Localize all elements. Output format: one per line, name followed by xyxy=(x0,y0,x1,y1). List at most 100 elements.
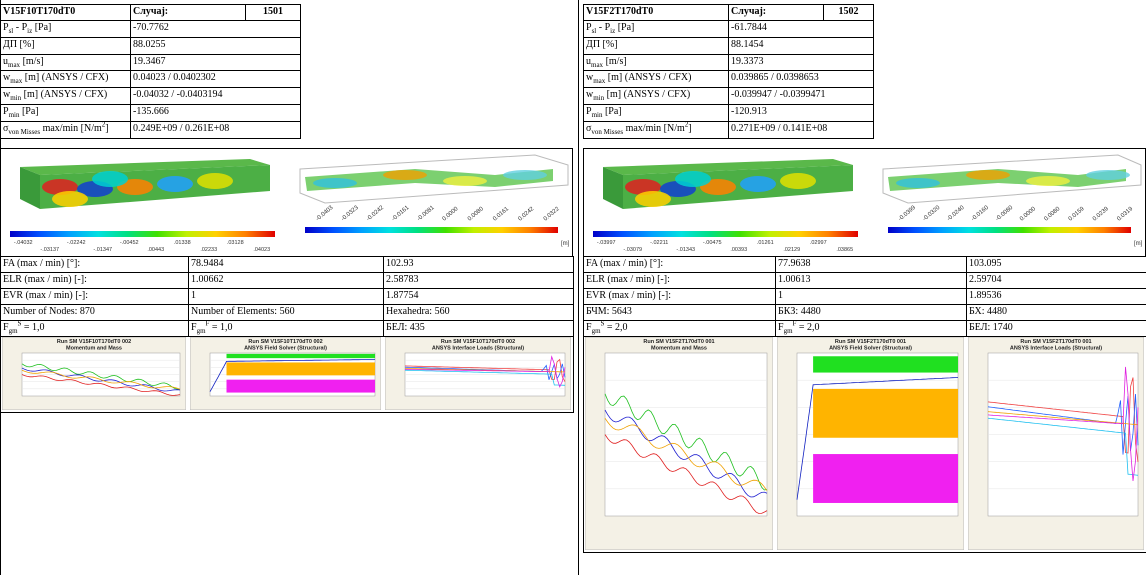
text-segment: - P xyxy=(596,22,611,33)
contour-blob xyxy=(1026,176,1070,186)
text-segment: [Pa] xyxy=(19,106,39,117)
text-segment: sl xyxy=(591,27,597,35)
text-segment: F xyxy=(778,322,784,333)
chart-subtitle: ANSYS Field Solver (Structural) xyxy=(244,346,327,352)
summary-cell: 102.93 xyxy=(383,256,574,273)
text-segment: [m/s] xyxy=(603,55,627,67)
summary-cell: БЧМ: 5643 xyxy=(583,304,776,321)
chart-title: Run SM V15F10T170dT0 002 xyxy=(441,339,515,345)
summary-cell: 1 xyxy=(188,288,384,305)
wireframe xyxy=(299,154,569,204)
summary-cell: 1.00613 xyxy=(775,272,967,289)
plot-curve xyxy=(21,369,181,390)
param-label: σvon Misses max/min [N/m2] xyxy=(0,120,131,139)
color-scale xyxy=(593,231,858,237)
contour-blob xyxy=(157,176,193,192)
param-value: -70.7762 xyxy=(130,20,301,38)
beam-front xyxy=(20,167,40,209)
contour-image: -.04032 -.03137 -.02242 -.01347 -.00452 .0044… xyxy=(10,159,275,253)
summary-cell: 1.89536 xyxy=(966,288,1146,305)
scale-label: .02997 xyxy=(810,240,827,246)
text-segment: gm xyxy=(591,327,601,335)
text-segment: [Pa] xyxy=(32,22,52,33)
summary-cell: FgmS = 1,0 xyxy=(0,320,189,337)
summary-cell: 2.58783 xyxy=(383,272,574,289)
summary-cell: FA (max / min) [°]: xyxy=(0,256,189,273)
contour-blob xyxy=(503,170,547,180)
summary-cell: ELR (max / min) [-]: xyxy=(0,272,189,289)
param-label: wmax [m] (ANSYS / CFX) xyxy=(0,70,131,89)
param-value: 0.04023 / 0.0402302 xyxy=(130,70,301,89)
contour-blob xyxy=(780,173,816,189)
beam-top xyxy=(20,159,270,175)
chart-title: Run SM V15F10T170dT0 002 xyxy=(57,339,131,345)
text-segment: F xyxy=(792,320,797,328)
param-label: Psl - Piz [Pa] xyxy=(0,20,131,38)
text-segment: min xyxy=(593,94,605,103)
plot-curve xyxy=(987,366,1139,482)
scale-label: 0.0161 xyxy=(492,206,510,223)
summary-cell: FgmF = 1,0 xyxy=(188,320,384,337)
summary-cell: EVR (max / min) [-]: xyxy=(583,288,776,305)
scale-label: -.03997 xyxy=(597,240,616,246)
summary-cell: FgmF = 2,0 xyxy=(775,320,967,337)
case-label: Случај: xyxy=(130,4,246,21)
text-segment: ДП [%] xyxy=(3,38,35,50)
text-segment: max/min [N/m xyxy=(40,122,102,134)
text-segment: iz xyxy=(610,27,616,35)
text-segment: P xyxy=(586,106,592,117)
scale-label: -.03137 xyxy=(40,247,59,253)
contour-image: -0.0399 -0.0320 -0.0240 -0.0160 -0.0080 0.000… xyxy=(882,154,1143,247)
summary-cell: ELR (max / min) [-]: xyxy=(583,272,776,289)
text-segment: 2 xyxy=(101,120,106,129)
scale-label: .03865 xyxy=(836,247,853,253)
scale-label: -.01347 xyxy=(93,247,112,253)
param-label: umax [m/s] xyxy=(0,53,131,72)
scale-label: -0.0399 xyxy=(898,204,918,222)
scale-label: .00393 xyxy=(730,247,747,253)
plot-curve xyxy=(404,369,566,386)
text-segment: 2 xyxy=(684,120,689,129)
case-number: 1501 xyxy=(245,4,301,21)
deformed-band xyxy=(888,169,1126,191)
text-segment: w xyxy=(3,72,11,84)
text-segment: [Pa] xyxy=(602,106,622,117)
contour-blob xyxy=(383,170,427,180)
chart-subtitle: Momentum and Mass xyxy=(651,346,707,352)
text-segment: P xyxy=(586,22,592,33)
chart-title: Run SM V15F2T170dT0 001 xyxy=(835,339,906,345)
scale-label: 0.0322 xyxy=(543,206,561,223)
summary-cell: FA (max / min) [°]: xyxy=(583,256,776,273)
text-segment: F xyxy=(3,322,9,333)
summary-cell: 1 xyxy=(775,288,967,305)
plot-curve xyxy=(604,417,768,491)
text-segment: = 1,0 xyxy=(209,322,233,333)
plot-curve xyxy=(604,409,768,498)
summary-cell: Number of Nodes: 870 xyxy=(0,304,189,321)
text-segment: gm xyxy=(8,327,18,335)
param-value: 19.3467 xyxy=(130,53,301,72)
plot-curve xyxy=(987,411,1139,426)
param-label: wmin [m] (ANSYS / CFX) xyxy=(583,87,729,105)
scale-label: .01338 xyxy=(174,240,191,246)
summary-cell: БЕЛ: 1740 xyxy=(966,320,1146,337)
contour-blob xyxy=(700,179,736,195)
text-segment: sl xyxy=(8,27,14,35)
scale-label: .01261 xyxy=(757,240,774,246)
scale-label: -.00475 xyxy=(703,240,722,246)
wireframe xyxy=(882,154,1142,204)
text-segment: σ xyxy=(3,122,9,134)
scale-label: -.04032 xyxy=(14,240,33,246)
plot-band xyxy=(813,388,958,438)
contour-blob xyxy=(675,171,711,187)
text-segment: max xyxy=(593,77,606,86)
param-value: 0.039865 / 0.0398653 xyxy=(728,70,874,89)
chart-subtitle: ANSYS Field Solver (Structural) xyxy=(829,346,912,352)
scale-label: -.02242 xyxy=(67,240,86,246)
text-segment: F xyxy=(205,320,210,328)
param-value: 88.0255 xyxy=(130,36,301,55)
